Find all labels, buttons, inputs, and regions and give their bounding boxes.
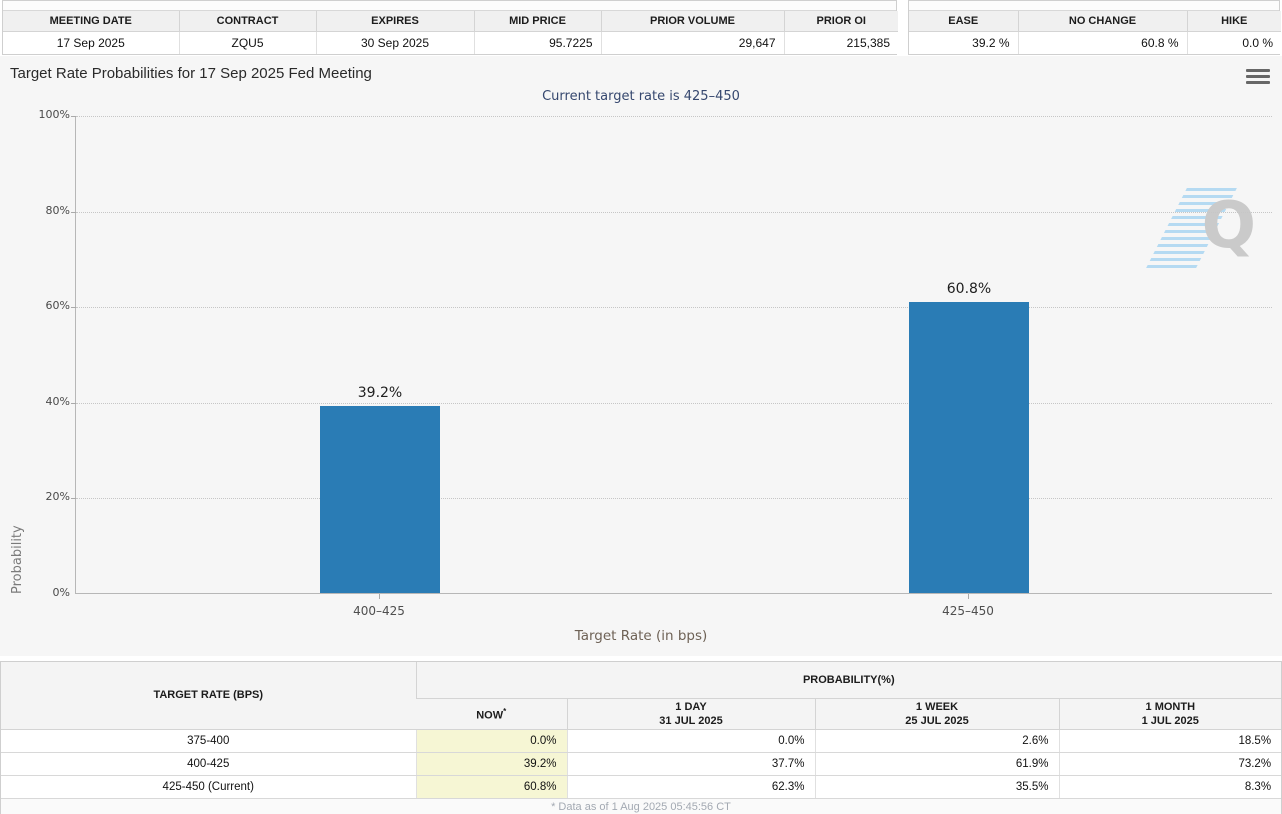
gridline-100: [71, 116, 1272, 117]
rate-range-cell: 425-450 (Current): [1, 775, 416, 799]
col-header-1-week: 1 WEEK 25 JUL 2025: [814, 698, 1059, 730]
col-header-now: NOW*: [416, 698, 567, 730]
plot-area: 39.2% 60.8% Q: [71, 116, 1272, 594]
col-header-1-day: 1 DAY 31 JUL 2025: [566, 698, 815, 730]
y-tick-label: 40%: [45, 395, 70, 408]
contract-data-row: 17 Sep 2025 ZQU5 30 Sep 2025 95.7225 29,…: [3, 30, 898, 54]
now-probability-cell: 60.8%: [415, 775, 567, 799]
hike-value: 0.0 %: [1186, 30, 1281, 54]
table-row-425-450-current: 425-450 (Current) 60.8% 62.3% 35.5% 8.3%: [1, 775, 1282, 799]
y-tick-label: 0%: [52, 586, 70, 599]
day-probability-cell: 37.7%: [566, 752, 815, 776]
y-tick-label: 20%: [45, 490, 70, 503]
month-probability-cell: 18.5%: [1058, 729, 1282, 753]
col-header-target-rate: TARGET RATE (BPS): [1, 662, 416, 730]
mid-price-value: 95.7225: [473, 30, 601, 54]
logo-q-letter: Q: [1201, 189, 1256, 263]
week-probability-cell: 61.9%: [814, 752, 1059, 776]
col-group-header-probability: PROBABILITY(%): [415, 662, 1282, 699]
probability-chart-panel: Target Rate Probabilities for 17 Sep 202…: [0, 56, 1282, 656]
no-change-value: 60.8 %: [1017, 30, 1187, 54]
col-header-contract: CONTRACT: [178, 11, 316, 31]
rate-range-cell: 400-425: [1, 752, 416, 776]
x-category-label: 425–450: [942, 604, 994, 618]
day-probability-cell: 62.3%: [566, 775, 815, 799]
col-header-no-change: NO CHANGE: [1017, 11, 1187, 31]
col-header-1-month: 1 MONTH 1 JUL 2025: [1058, 698, 1282, 730]
chart-title: Target Rate Probabilities for 17 Sep 202…: [10, 65, 372, 82]
x-tick: [968, 594, 969, 599]
y-axis-title: Probability: [10, 525, 25, 594]
month-probability-cell: 73.2%: [1058, 752, 1282, 776]
rate-action-table: EASE NO CHANGE HIKE 39.2 % 60.8 % 0.0 %: [908, 0, 1281, 55]
col-header-prior-oi: PRIOR OI: [783, 11, 898, 31]
bar-rect-400-425: [320, 405, 440, 593]
x-tick: [379, 594, 380, 599]
contract-summary-table: MEETING DATE CONTRACT EXPIRES MID PRICE …: [2, 0, 898, 55]
meeting-date-value: 17 Sep 2025: [3, 30, 179, 54]
now-probability-cell: 0.0%: [415, 729, 567, 753]
y-tick-label: 80%: [45, 204, 70, 217]
chart-menu-button[interactable]: [1246, 69, 1270, 87]
month-probability-cell: 8.3%: [1058, 775, 1282, 799]
bar-400-425[interactable]: 39.2%: [320, 116, 440, 593]
gridline-40: [71, 403, 1272, 404]
top-summary-row: MEETING DATE CONTRACT EXPIRES MID PRICE …: [0, 0, 1282, 56]
col-header-mid-price: MID PRICE: [473, 11, 601, 31]
bar-rect-425-450: [909, 302, 1029, 593]
week-probability-cell: 2.6%: [814, 729, 1059, 753]
gridline-60: [71, 307, 1272, 308]
col-header-prior-volume: PRIOR VOLUME: [600, 11, 784, 31]
x-axis-title: Target Rate (in bps): [574, 628, 708, 644]
x-category-label: 400–425: [353, 604, 405, 618]
expires-value: 30 Sep 2025: [315, 30, 474, 54]
current-target-rate-subtitle: Current target rate is 425–450: [542, 89, 740, 104]
action-data-row: 39.2 % 60.8 % 0.0 %: [909, 30, 1281, 54]
hamburger-icon: [1246, 81, 1270, 84]
table-top-strip: [909, 1, 1279, 11]
gridline-20: [71, 498, 1272, 499]
table-row-400-425: 400-425 39.2% 37.7% 61.9% 73.2%: [1, 752, 1282, 776]
col-header-hike: HIKE: [1186, 11, 1281, 31]
week-probability-cell: 35.5%: [814, 775, 1059, 799]
bar-value-label: 39.2%: [357, 384, 403, 401]
y-tick-label: 100%: [38, 108, 70, 121]
hamburger-icon: [1246, 69, 1270, 72]
footnote-marker: *: [503, 706, 507, 716]
prior-volume-value: 29,647: [600, 30, 784, 54]
col-header-expires: EXPIRES: [315, 11, 474, 31]
col-header-meeting-date: MEETING DATE: [3, 11, 179, 31]
col-header-ease: EASE: [909, 11, 1018, 31]
day-probability-cell: 0.0%: [566, 729, 815, 753]
ease-value: 39.2 %: [909, 30, 1018, 54]
rate-range-cell: 375-400: [1, 729, 416, 753]
probability-history-table: TARGET RATE (BPS) PROBABILITY(%) NOW* 1 …: [0, 661, 1282, 814]
contract-value: ZQU5: [178, 30, 316, 54]
quikstrike-q-logo: Q: [1145, 180, 1258, 276]
table-row-375-400: 375-400 0.0% 0.0% 2.6% 18.5%: [1, 729, 1282, 753]
now-probability-cell: 39.2%: [415, 752, 567, 776]
gridline-80: [71, 212, 1272, 213]
bar-value-label: 60.8%: [946, 281, 992, 298]
prior-oi-value: 215,385: [783, 30, 898, 54]
y-tick-label: 60%: [45, 299, 70, 312]
hamburger-icon: [1246, 75, 1270, 78]
bar-425-450[interactable]: 60.8%: [909, 116, 1029, 593]
data-as-of-footnote: * Data as of 1 Aug 2025 05:45:56 CT: [1, 798, 1281, 814]
table-top-strip: [3, 1, 896, 11]
